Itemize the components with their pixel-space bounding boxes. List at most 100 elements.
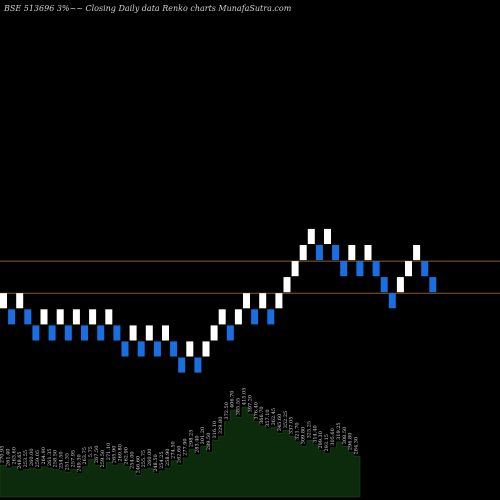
up-brick: [16, 293, 24, 309]
volume-label: 298.25: [188, 430, 194, 448]
volume-label: 372.50: [224, 402, 230, 420]
volume-label: 263.75: [82, 447, 88, 465]
up-brick: [105, 309, 113, 325]
volume-label: 376.40: [253, 402, 259, 420]
up-brick: [0, 293, 7, 309]
volume-labels: 270.95 261.40 263.60 248.65 253.55 260.00 259.…: [0, 388, 360, 474]
down-brick: [421, 261, 429, 277]
volume-label: 248.50: [153, 454, 159, 472]
up-brick: [40, 309, 48, 325]
up-brick: [396, 277, 404, 293]
volume-label: 254.50: [59, 451, 65, 469]
up-brick: [259, 293, 267, 309]
volume-label: 385.55: [236, 398, 242, 416]
down-brick: [48, 325, 56, 341]
up-brick: [307, 228, 315, 244]
volume-label: 248.65: [17, 451, 23, 469]
down-brick: [380, 277, 388, 293]
down-brick: [81, 325, 88, 341]
volume-label: 299.30: [318, 431, 324, 449]
up-brick: [413, 245, 421, 261]
volume-label: 260.00: [29, 449, 35, 467]
down-brick: [113, 325, 121, 341]
volume-label: 267.50: [94, 446, 100, 464]
down-brick: [137, 341, 145, 357]
up-brick: [405, 261, 412, 277]
up-brick: [243, 293, 250, 309]
volume-label: 260.00: [147, 449, 153, 467]
volume-label: 259.50: [100, 450, 106, 468]
up-brick: [56, 309, 64, 325]
volume-label: 258.90: [165, 449, 171, 467]
down-brick: [372, 261, 380, 277]
volume-label: 5.75: [88, 446, 94, 457]
volume-label: 309.80: [301, 427, 307, 445]
volume-label: 249.30: [76, 454, 82, 472]
volume-label: 329.80: [218, 417, 224, 435]
volume-label: 255.75: [141, 450, 147, 468]
volume-label: 366.70: [259, 406, 265, 424]
up-brick: [72, 309, 80, 325]
volume-label: 265.90: [112, 446, 118, 464]
volume-label: 308.50: [342, 427, 348, 445]
chart-caption: BSE 513696 3%~~ Closing Daily data Renko…: [3, 4, 292, 13]
up-brick: [162, 325, 169, 341]
up-brick: [129, 325, 137, 341]
down-brick: [226, 325, 234, 341]
down-brick: [178, 357, 186, 373]
volume-label: 293.15: [324, 434, 330, 452]
volume-label: 301.20: [200, 427, 206, 445]
volume-label: 270.95: [0, 446, 6, 464]
volume-label: 264.90: [41, 447, 47, 465]
up-brick: [145, 325, 153, 341]
volume-label: 274.50: [171, 441, 177, 459]
up-brick: [364, 245, 372, 261]
down-brick: [340, 261, 348, 277]
volume-area-path: [0, 406, 361, 498]
volume-label: 257.95: [70, 450, 76, 468]
volume-label: 246.60: [135, 456, 141, 474]
up-brick: [218, 309, 226, 325]
up-brick: [186, 341, 194, 357]
up-brick: [275, 293, 283, 309]
volume-label: 283.40: [194, 435, 200, 453]
up-brick: [234, 309, 242, 325]
down-brick: [332, 245, 340, 261]
up-brick: [348, 245, 356, 261]
volume-label: 254.25: [159, 451, 165, 469]
volume-label: 305.60: [330, 428, 336, 446]
volume-label: 362.45: [271, 408, 277, 426]
volume-label: 259.05: [35, 450, 41, 468]
volume-label: 261.40: [5, 449, 11, 467]
volume-label: 289.50: [206, 433, 212, 451]
volume-label: 254.00: [129, 451, 135, 469]
down-brick: [267, 309, 275, 325]
volume-label: 352.25: [283, 411, 289, 429]
up-brick: [202, 341, 210, 357]
volume-label: 397.20: [247, 395, 253, 413]
up-brick: [291, 261, 299, 277]
volume-label: 316.10: [212, 421, 218, 439]
volume-label: 261.35: [47, 449, 53, 467]
down-brick: [429, 277, 437, 293]
volume-label: 321.70: [295, 422, 301, 440]
down-brick: [24, 309, 32, 325]
down-brick: [32, 325, 40, 341]
up-brick: [210, 325, 218, 341]
volume-label: 357.10: [265, 409, 271, 427]
down-brick: [356, 261, 364, 277]
down-brick: [170, 341, 178, 357]
down-brick: [153, 341, 161, 357]
down-brick: [8, 309, 16, 325]
volume-label: 251.35: [65, 453, 71, 471]
up-brick: [299, 245, 307, 261]
volume-label: 263.60: [11, 447, 17, 465]
down-brick: [388, 293, 396, 309]
volume-label: 262.90: [124, 447, 130, 465]
volume-label: 277.90: [183, 438, 189, 456]
up-brick: [89, 309, 97, 325]
down-brick: [194, 357, 202, 373]
down-brick: [64, 325, 72, 341]
volume-label: 319.25: [336, 422, 342, 440]
